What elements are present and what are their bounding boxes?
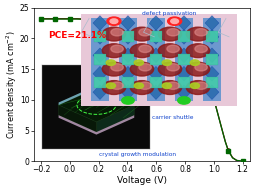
Text: crystal growth modulation: crystal growth modulation xyxy=(99,152,176,157)
Text: defect passivation: defect passivation xyxy=(142,11,196,16)
X-axis label: Voltage (V): Voltage (V) xyxy=(117,176,167,185)
Y-axis label: Current density (mA cm$^{-2}$): Current density (mA cm$^{-2}$) xyxy=(4,30,19,139)
Text: PCE=21.1%: PCE=21.1% xyxy=(48,31,106,40)
Text: carrier shuttle: carrier shuttle xyxy=(152,115,193,121)
